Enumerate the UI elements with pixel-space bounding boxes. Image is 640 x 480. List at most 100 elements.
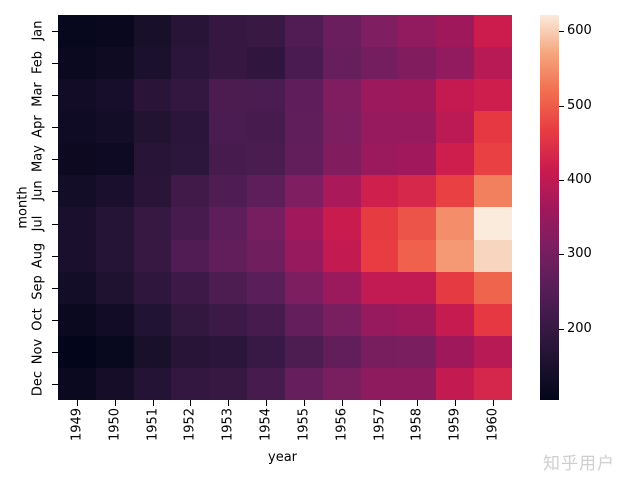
heatmap-cell (58, 207, 96, 240)
heatmap-cell (171, 239, 210, 272)
heatmap-cell (58, 271, 96, 304)
colorbar-tick-label: 200 (567, 320, 592, 336)
x-tick-label: 1952 (182, 407, 198, 442)
heatmap-cell (247, 239, 285, 272)
heatmap-cell (95, 335, 134, 368)
heatmap-cell (209, 303, 248, 336)
x-tick (493, 400, 495, 406)
x-tick (190, 400, 192, 406)
heatmap-cell (322, 143, 361, 176)
heatmap-cell (398, 47, 437, 80)
heatmap-cell (171, 303, 210, 336)
heatmap-cell (58, 143, 96, 176)
heatmap-cell (284, 271, 323, 304)
heatmap-cell (209, 47, 248, 80)
heatmap-cell (436, 15, 475, 48)
heatmap-cell (171, 175, 210, 208)
x-tick (266, 400, 268, 406)
x-tick-label: 1956 (334, 407, 350, 442)
x-axis-label: year (268, 450, 298, 465)
heatmap-cell (360, 79, 399, 112)
heatmap-cell (171, 335, 210, 368)
x-tick-label: 1955 (296, 407, 312, 442)
heatmap-cell (360, 271, 399, 304)
x-tick (455, 400, 457, 406)
heatmap-cell (95, 47, 134, 80)
x-tick-label: 1954 (258, 407, 274, 442)
heatmap-cell (474, 15, 512, 48)
heatmap-cell (360, 111, 399, 144)
colorbar-tick (559, 31, 564, 33)
x-tick-label: 1958 (409, 407, 425, 442)
heatmap-cell (209, 335, 248, 368)
heatmap-cell (95, 239, 134, 272)
y-tick (52, 159, 58, 161)
heatmap-cell (58, 47, 96, 80)
y-tick (52, 127, 58, 129)
x-tick-label: 1949 (69, 407, 85, 442)
heatmap-cell (171, 15, 210, 48)
colorbar (540, 15, 559, 400)
heatmap-cell (247, 367, 285, 400)
colorbar-tick (559, 254, 564, 256)
heatmap-cell (284, 47, 323, 80)
heatmap-cell (474, 239, 512, 272)
heatmap-cell (360, 207, 399, 240)
heatmap-cell (284, 303, 323, 336)
heatmap-cell (58, 335, 96, 368)
heatmap-cell (247, 335, 285, 368)
heatmap-cell (360, 239, 399, 272)
y-tick (52, 191, 58, 193)
heatmap-cell (322, 239, 361, 272)
heatmap-cell (95, 175, 134, 208)
x-tick (228, 400, 230, 406)
heatmap-cell (133, 271, 172, 304)
heatmap-cell (209, 367, 248, 400)
heatmap-cell (474, 303, 512, 336)
heatmap-cell (247, 303, 285, 336)
heatmap-cell (284, 175, 323, 208)
heatmap-cell (436, 303, 475, 336)
y-tick (52, 255, 58, 257)
heatmap-cell (247, 271, 285, 304)
x-tick (76, 400, 78, 406)
heatmap-cell (474, 175, 512, 208)
x-tick (114, 400, 116, 406)
heatmap-cell (133, 303, 172, 336)
heatmap-cell (398, 271, 437, 304)
heatmap-cell (133, 111, 172, 144)
heatmap-cell (436, 239, 475, 272)
heatmap-cell (398, 239, 437, 272)
heatmap-cell (436, 367, 475, 400)
heatmap-cell (322, 367, 361, 400)
heatmap-cell (133, 143, 172, 176)
heatmap-cell (209, 207, 248, 240)
y-tick (52, 63, 58, 65)
x-tick-label: 1950 (107, 407, 123, 442)
heatmap-cell (360, 15, 399, 48)
heatmap-cell (95, 367, 134, 400)
y-tick (52, 31, 58, 33)
heatmap-cell (133, 335, 172, 368)
heatmap-cell (436, 207, 475, 240)
heatmap-cell (171, 207, 210, 240)
heatmap-cell (171, 111, 210, 144)
heatmap-cell (209, 79, 248, 112)
heatmap-cell (398, 79, 437, 112)
heatmap-cell (171, 79, 210, 112)
heatmap-cell (474, 47, 512, 80)
x-tick (152, 400, 154, 406)
heatmap-cell (58, 367, 96, 400)
heatmap-cell (322, 15, 361, 48)
y-tick-label: Dec (30, 370, 46, 397)
heatmap-cell (474, 335, 512, 368)
heatmap-cell (436, 271, 475, 304)
x-tick-label: 1959 (447, 407, 463, 442)
heatmap-cell (95, 271, 134, 304)
heatmap-cell (209, 239, 248, 272)
heatmap-cell (133, 79, 172, 112)
heatmap-cell (58, 111, 96, 144)
heatmap-cell (474, 111, 512, 144)
colorbar-tick (559, 180, 564, 181)
heatmap-cell (95, 79, 134, 112)
